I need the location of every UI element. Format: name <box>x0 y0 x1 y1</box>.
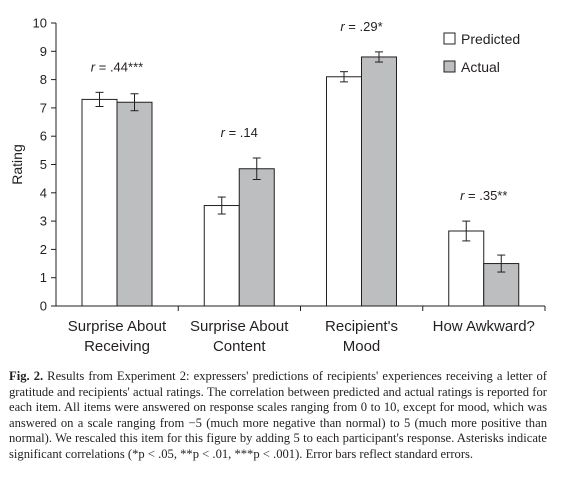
legend-swatch-actual <box>443 60 456 73</box>
bar-predicted <box>81 98 118 307</box>
correlation-value: = .14 <box>225 125 258 140</box>
category-label: Receiving <box>84 338 150 355</box>
bars <box>81 51 520 307</box>
y-tick-label: 7 <box>40 100 47 115</box>
bar-predicted <box>448 230 485 307</box>
correlation-value: = .35** <box>464 188 507 203</box>
category-label: Surprise About <box>68 318 167 335</box>
caption-label: Fig. 2. <box>9 369 44 383</box>
bar-actual <box>238 168 275 307</box>
y-tick-label: 0 <box>40 299 47 314</box>
category-label: How Awkward? <box>433 318 535 335</box>
correlation-symbol: r <box>221 125 226 140</box>
figure-caption: Fig. 2. Results from Experiment 2: expres… <box>9 369 547 463</box>
category-label: Mood <box>343 338 381 355</box>
correlation-value: = .29* <box>345 19 383 34</box>
legend-swatch-predicted <box>443 32 456 45</box>
correlation-label: r = .29* <box>340 19 382 34</box>
bar-predicted <box>326 76 362 307</box>
bar-actual <box>361 56 397 307</box>
correlation-symbol: r <box>91 59 96 74</box>
y-tick-label: 4 <box>40 185 47 200</box>
caption-text: Results from Experiment 2: expressers' p… <box>9 369 547 461</box>
correlation-label: r = .35** <box>460 188 507 203</box>
y-tick-label: 3 <box>40 214 47 229</box>
correlation-label: r = .44*** <box>91 59 143 74</box>
bar-predicted <box>203 205 240 307</box>
y-tick-label: 1 <box>40 270 47 285</box>
y-tick-label: 9 <box>40 44 47 59</box>
correlation-label: r = .14 <box>221 125 258 140</box>
correlation-value: = .44*** <box>95 59 143 74</box>
y-axis-title: Rating <box>9 144 25 184</box>
labels: Surprise About Receiving r = .44*** Surpris… <box>68 19 535 355</box>
category-label: Surprise About <box>190 318 289 335</box>
bar-chart: 0 1 2 3 4 5 6 7 8 9 10 Rating Surprise About Receivi… <box>9 16 546 355</box>
category-label: Recipient's <box>325 318 398 335</box>
legend-label-predicted: Predicted <box>461 31 520 47</box>
legend-label-actual: Actual <box>461 59 500 75</box>
y-tick-label: 5 <box>40 157 47 172</box>
correlation-symbol: r <box>340 19 345 34</box>
legend: Predicted Actual <box>443 31 520 75</box>
y-tick-label: 8 <box>40 72 47 87</box>
y-tick-label: 10 <box>33 16 47 31</box>
y-tick-label: 2 <box>40 242 47 257</box>
y-tick-label: 6 <box>40 129 47 144</box>
bar-actual <box>116 101 153 307</box>
category-label: Content <box>213 338 266 355</box>
correlation-symbol: r <box>460 188 465 203</box>
